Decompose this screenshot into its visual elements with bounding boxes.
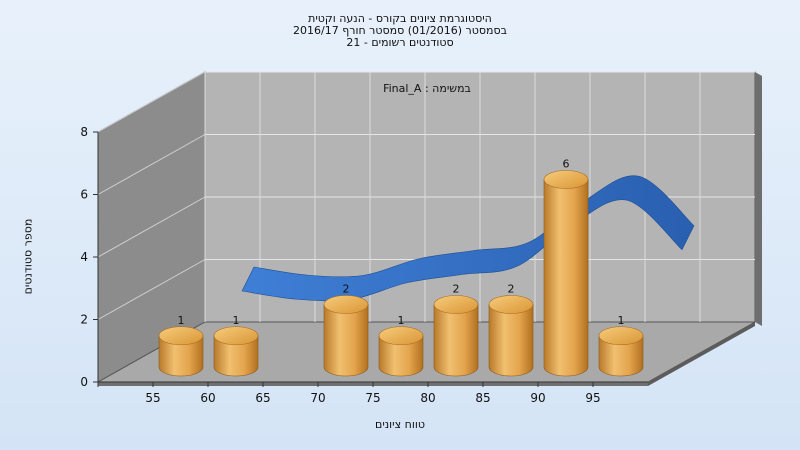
bar: 6 [543,158,589,377]
y-tick-label: 0 [80,375,88,389]
x-tick-label: 60 [200,391,215,405]
bar-body [433,304,479,377]
gridline-side [97,196,206,258]
data-label: 1 [233,314,240,327]
x-tick-label: 90 [530,391,545,405]
chart-title-line-1: היסטוגרמת ציונים בקורס - הנעה וקטית [308,12,492,25]
bar: 1 [213,314,259,377]
bars: 1 1 2 1 2 2 6 1 [158,158,644,377]
gridline-side [97,259,206,320]
bar-body [543,179,589,377]
bar: 1 [598,314,644,377]
data-label: 2 [343,283,350,296]
bar: 2 [323,283,369,377]
x-tick-label: 95 [585,391,600,405]
bar-body [598,335,644,377]
x-axis: 55 60 65 70 75 80 85 90 95 [97,381,648,405]
bar-cap [488,295,534,314]
bar-body [378,335,424,377]
bar-body [488,304,534,377]
chart-title-line-2: בסמסטר (01/2016) סמסטר חורף 2016/17 [293,24,507,37]
floor-side [648,322,755,386]
y-axis-label: מספר סטודנטים [21,218,35,295]
bar-body [213,335,259,377]
chart-annotation: Final_A : במשימה [383,82,471,95]
gridline-side [97,71,206,133]
bar-cap [323,295,369,314]
bar-cap [213,326,259,346]
x-tick-label: 55 [145,391,160,405]
y-axis: 0 2 4 6 8 [80,125,99,389]
bar-cap [543,170,589,189]
data-label: 2 [508,283,515,296]
bar: 1 [378,314,424,377]
bar-cap [598,326,644,346]
bar: 1 [158,314,204,377]
data-label: 1 [618,314,625,327]
y-tick-label: 8 [80,125,88,139]
y-tick-label: 2 [80,313,88,327]
back-wall-edge [755,72,762,326]
bar-body [158,335,204,377]
x-tick-label: 85 [475,391,490,405]
bar: 2 [433,283,479,377]
data-label: 1 [178,314,185,327]
x-tick-label: 80 [420,391,435,405]
data-label: 1 [398,314,405,327]
gridline-side [97,134,206,195]
y-tick-label: 6 [80,188,88,202]
x-axis-label: טווח ציונים [375,418,425,431]
y-tick-label: 4 [80,250,88,264]
x-tick-label: 65 [255,391,270,405]
data-label: 2 [453,283,460,296]
x-tick-label: 70 [310,391,325,405]
chart-title-line-3: סטודנטים רשומים - 21 [346,36,454,49]
bar-cap [378,326,424,346]
bar-cap [433,295,479,314]
x-tick-label: 75 [365,391,380,405]
bar-body [323,304,369,377]
bar-cap [158,326,204,346]
data-label: 6 [563,158,570,171]
bar: 2 [488,283,534,377]
